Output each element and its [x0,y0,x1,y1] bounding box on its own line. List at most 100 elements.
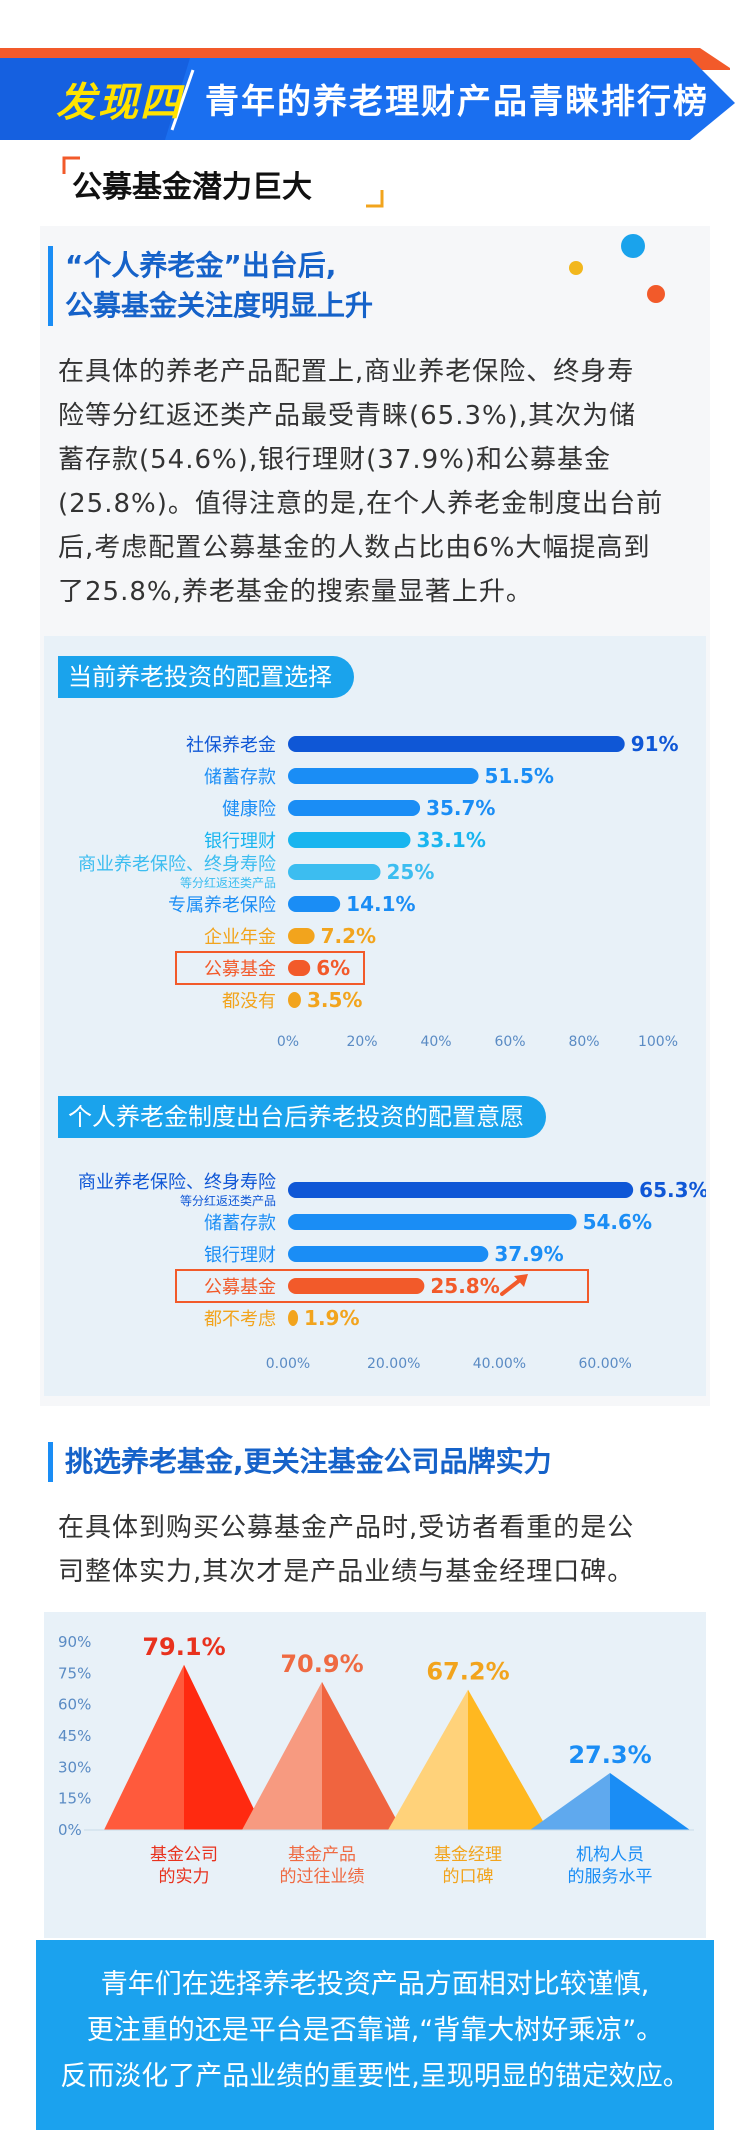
category-note: 等分红返还类产品 [180,1193,276,1208]
y-tick-label: 30% [58,1758,91,1776]
y-tick-label: 75% [58,1664,91,1682]
bar [288,800,421,816]
y-tick-label: 15% [58,1790,91,1808]
value-label: 14.1% [346,892,415,916]
paragraph-line: 了25.8%,养老基金的搜索量显著上升。 [58,577,533,607]
triangle-bar-right [322,1681,402,1830]
triangle-bar-right [610,1772,690,1830]
paragraph-line: 后,考虑配置公募基金的人数占比由6%大幅提高到 [58,533,651,563]
x-tick-label: 20% [346,1034,377,1050]
category-label: 都没有 [222,991,276,1012]
triangle-bar-right [468,1689,548,1830]
triangle-bar-left [530,1772,610,1830]
x-tick-label: 80% [568,1034,599,1050]
category-label: 的服务水平 [568,1867,653,1887]
footer-line: 更注重的还是平台是否靠谱,“背靠大树好乘凉”。 [86,2015,664,2046]
value-label: 65.3% [639,1178,706,1202]
footer-line: 反而淡化了产品业绩的重要性,呈现明显的锚定效应。 [60,2061,690,2092]
category-label: 储蓄存款 [204,767,276,788]
category-label: 公募基金 [204,1277,276,1298]
triangle-bar-left [242,1681,322,1830]
bar [288,1246,489,1262]
header-title: 青年的养老理财产品青睐排行榜 [205,82,709,122]
category-label: 机构人员 [576,1845,644,1865]
y-tick-label: 45% [58,1727,91,1745]
bar [288,1182,634,1198]
part2-heading: 挑选养老基金,更关注基金公司品牌实力 [48,1442,552,1482]
value-label: 6% [316,956,350,980]
value-label: 67.2% [426,1658,509,1686]
value-label: 35.7% [426,796,495,820]
value-label: 7.2% [321,924,376,948]
header-banner [0,48,735,140]
x-tick-label: 0.00% [266,1356,310,1372]
trend-arrowhead-icon [514,1274,528,1287]
value-label: 70.9% [280,1650,363,1678]
footer-line: 青年们在选择养老投资产品方面相对比较谨慎, [100,1969,650,2000]
category-label: 银行理财 [204,1245,276,1266]
value-label: 25% [387,860,435,884]
category-label: 的实力 [159,1867,210,1887]
value-label: 3.5% [307,988,362,1012]
y-tick-label: 0% [58,1821,82,1839]
category-label: 基金公司 [150,1845,218,1865]
part2-paragraph: 在具体到购买公募基金产品时,受访者看重的是公 司整体实力,其次才是产品业绩与基金… [58,1506,698,1594]
value-label: 79.1% [142,1633,225,1661]
category-label: 企业年金 [204,927,276,948]
y-tick-label: 90% [58,1633,91,1651]
paragraph-line: 蓄存款(54.6%),银行理财(37.9%)和公募基金 [58,445,612,475]
chart1-title: 当前养老投资的配置选择 [58,656,354,698]
category-label: 健康险 [222,799,276,820]
bar [288,736,625,752]
bar [288,864,381,880]
value-label: 51.5% [485,764,554,788]
x-tick-label: 20.00% [367,1356,420,1372]
bar [288,1214,577,1230]
chart2-title: 个人养老金制度出台后养老投资的配置意愿 [58,1096,546,1138]
category-label: 商业养老保险、终身寿险 [78,1172,276,1193]
x-tick-label: 60% [494,1034,525,1050]
value-label: 91% [631,732,679,756]
x-tick-label: 40.00% [473,1356,526,1372]
value-label: 27.3% [568,1741,651,1769]
footer-summary: 青年们在选择养老投资产品方面相对比较谨慎, 更注重的还是平台是否靠谱,“背靠大树… [36,1940,714,2130]
part1-heading: “个人养老金”出台后, 公募基金关注度明显上升 [48,246,373,326]
bar [288,960,311,976]
category-label: 基金产品 [288,1845,356,1865]
part1-heading-line1: “个人养老金”出台后, [65,249,337,282]
triangle-bar-left [388,1689,468,1830]
bar [288,928,315,944]
section-title: 公募基金潜力巨大 [62,158,322,210]
part1-heading-line2: 公募基金关注度明显上升 [65,289,374,322]
paragraph-line: 险等分红返还类产品最受青睐(65.3%),其次为储 [58,401,637,431]
chart1-current-allocation: 社保养老金 91% 储蓄存款 51.5% 健康险 35.7% 银行理财 33.1% 商业养老保险… [78,732,679,1050]
highlight-box [175,951,365,985]
category-note: 等分红返还类产品 [180,875,276,890]
category-label: 储蓄存款 [204,1213,276,1234]
category-label: 的过往业绩 [280,1867,365,1887]
value-label: 1.9% [304,1306,359,1330]
bar [288,1310,299,1326]
category-label: 公募基金 [204,959,276,980]
header-tag: 发现四 [56,80,182,126]
part1-paragraph: 在具体的养老产品配置上,商业养老保险、终身寿 险等分红返还类产品最受青睐(65.… [58,350,698,614]
category-label: 银行理财 [204,831,276,852]
y-tick-label: 60% [58,1696,91,1714]
bar [288,1278,425,1294]
bar [288,768,479,784]
x-tick-label: 0% [277,1034,299,1050]
value-label: 33.1% [416,828,485,852]
highlight-box [175,1269,589,1303]
category-label: 基金经理 [434,1845,502,1865]
category-label: 都不考虑 [204,1309,276,1330]
x-tick-label: 60.00% [578,1356,631,1372]
bar [288,832,411,848]
x-tick-label: 40% [420,1034,451,1050]
value-label: 25.8% [430,1274,499,1298]
bar [288,896,341,912]
category-label: 专属养老保险 [168,895,276,916]
x-tick-label: 100% [638,1034,678,1050]
paragraph-line: 在具体到购买公募基金产品时,受访者看重的是公 [58,1513,635,1543]
